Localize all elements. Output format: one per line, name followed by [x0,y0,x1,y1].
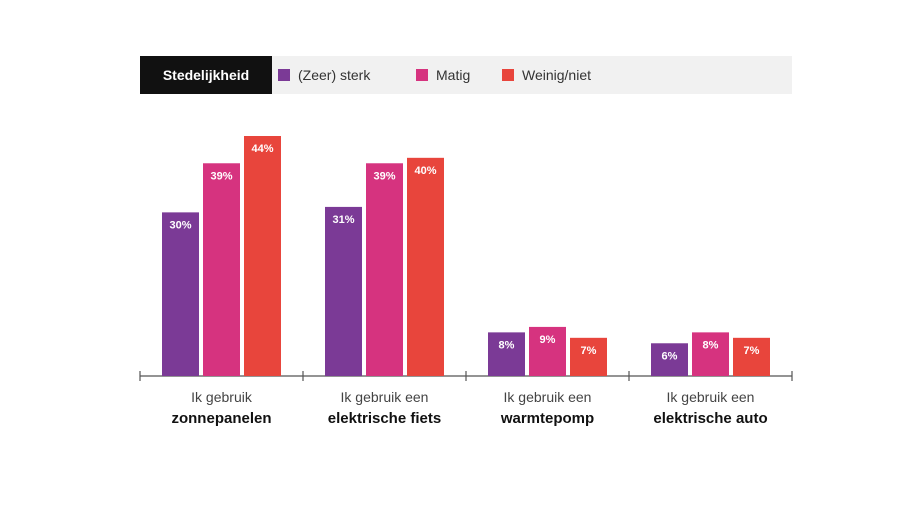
category-label: warmtepomp [500,410,594,427]
bar-data-label: 7% [581,345,597,357]
bar-data-label: 31% [332,214,354,226]
bar-data-label: 6% [662,350,678,362]
legend-item-weinig-niet: Weinig/niet [502,56,591,94]
legend-item-zeer-sterk: (Zeer) sterk [278,56,370,94]
legend-swatch [502,69,514,81]
legend-label: Matig [436,67,471,83]
legend-swatch [416,69,428,81]
bar-data-label: 9% [540,334,556,346]
bar [162,212,199,376]
category-label: Ik gebruik een [667,389,755,405]
category-label: Ik gebruik een [341,389,429,405]
category-label: elektrische auto [653,410,767,427]
category-label: Ik gebruik [191,389,253,405]
category-label: zonnepanelen [171,410,271,427]
bar [529,326,566,376]
legend-item-matig: Matig [416,56,470,94]
bar-data-label: 44% [251,143,273,155]
bar [692,332,729,376]
bar-data-label: 8% [703,339,719,351]
bar [488,332,525,376]
bar-data-label: 40% [414,165,436,177]
bar [203,163,240,376]
category-label: elektrische fiets [328,410,441,427]
legend-label: Weinig/niet [522,67,592,83]
bar [407,157,444,376]
legend-swatch [278,69,290,81]
bar [366,163,403,376]
bar-data-label: 30% [169,219,191,231]
legend-title: Stedelijkheid [140,56,272,94]
bar [570,337,607,376]
bar-data-label: 39% [210,170,232,182]
bar-data-label: 39% [373,170,395,182]
legend: Stedelijkheid (Zeer) sterk Matig Weinig/… [140,56,792,94]
bar-data-label: 7% [744,345,760,357]
bar-data-label: 8% [499,339,515,351]
category-label: Ik gebruik een [504,389,592,405]
bar [733,337,770,376]
bar [244,136,281,376]
bar [325,206,362,376]
legend-label: (Zeer) sterk [298,67,371,83]
bar [651,343,688,376]
